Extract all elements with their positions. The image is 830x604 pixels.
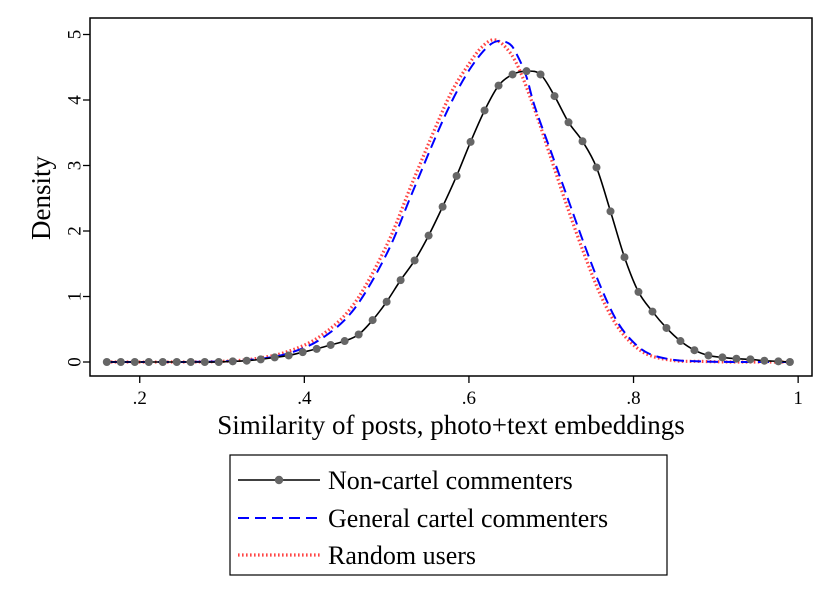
data-point bbox=[718, 353, 727, 362]
legend-marker bbox=[274, 475, 284, 485]
data-point bbox=[186, 358, 195, 366]
plot-frame bbox=[89, 17, 813, 377]
y-tick-label: 5 bbox=[65, 30, 86, 40]
data-point bbox=[214, 358, 223, 366]
data-point bbox=[326, 340, 335, 349]
data-point bbox=[158, 358, 167, 366]
data-point bbox=[676, 337, 685, 346]
data-point bbox=[760, 356, 769, 365]
y-tick-label: 0 bbox=[65, 357, 86, 367]
data-point bbox=[452, 171, 461, 180]
x-tick-label: .4 bbox=[297, 388, 312, 409]
legend-items: Non-cartel commenters General cartel comm… bbox=[238, 466, 608, 570]
y-axis: 0 1 2 3 4 5 bbox=[65, 30, 90, 367]
data-point bbox=[130, 358, 139, 366]
data-point bbox=[410, 256, 419, 265]
x-tick-label: .8 bbox=[626, 388, 640, 409]
data-point bbox=[228, 357, 237, 366]
data-point bbox=[508, 70, 517, 79]
y-tick-label: 3 bbox=[65, 161, 86, 171]
data-point bbox=[578, 137, 587, 146]
data-point bbox=[116, 358, 125, 366]
data-point bbox=[648, 307, 657, 316]
x-tick-label: .6 bbox=[462, 388, 476, 409]
data-point bbox=[354, 330, 363, 339]
data-point bbox=[466, 137, 475, 146]
data-point bbox=[424, 231, 433, 240]
data-point bbox=[256, 355, 265, 364]
data-point bbox=[298, 348, 307, 357]
data-point bbox=[340, 337, 349, 346]
data-point bbox=[270, 353, 279, 362]
data-point bbox=[704, 351, 713, 360]
y-tick-label: 1 bbox=[65, 292, 86, 302]
data-point bbox=[774, 357, 783, 366]
data-point bbox=[592, 163, 601, 172]
data-point bbox=[200, 358, 209, 366]
y-axis-title: Density bbox=[26, 156, 56, 240]
data-point bbox=[606, 207, 615, 216]
data-point bbox=[312, 344, 321, 353]
data-point bbox=[746, 355, 755, 364]
legend-label: Non-cartel commenters bbox=[328, 466, 573, 495]
data-point bbox=[438, 202, 447, 211]
data-point bbox=[634, 287, 643, 296]
x-axis-title: Similarity of posts, photo+text embeddin… bbox=[217, 410, 684, 440]
data-point bbox=[550, 92, 559, 101]
series-line-random-users bbox=[106, 38, 790, 364]
y-tick-label: 2 bbox=[65, 226, 86, 236]
legend-label: Random users bbox=[328, 541, 476, 570]
x-tick-label: .2 bbox=[133, 388, 147, 409]
data-point bbox=[172, 358, 181, 366]
legend: Non-cartel commenters General cartel comm… bbox=[229, 454, 668, 576]
x-axis: .2 .4 .6 .8 1 bbox=[133, 376, 803, 409]
data-point bbox=[368, 316, 377, 325]
data-point bbox=[732, 354, 741, 363]
data-point bbox=[620, 253, 629, 262]
data-point bbox=[662, 323, 671, 332]
y-tick-label: 4 bbox=[65, 95, 86, 105]
data-point bbox=[522, 67, 531, 76]
data-point bbox=[536, 70, 545, 79]
data-point bbox=[494, 81, 503, 90]
data-point bbox=[480, 106, 489, 115]
series-line-non-cartel-commenters bbox=[106, 70, 790, 363]
legend-label: General cartel commenters bbox=[328, 504, 608, 533]
data-point bbox=[785, 358, 794, 366]
x-tick-label: 1 bbox=[793, 388, 803, 409]
data-point bbox=[382, 297, 391, 306]
data-point bbox=[396, 276, 405, 285]
data-point bbox=[144, 358, 153, 366]
series-line-general-cartel-commenters bbox=[106, 39, 790, 364]
data-point bbox=[102, 358, 111, 366]
series-layer bbox=[102, 38, 794, 366]
data-point bbox=[690, 346, 699, 355]
data-point bbox=[242, 356, 251, 365]
data-point bbox=[564, 118, 573, 127]
data-point bbox=[284, 351, 293, 360]
